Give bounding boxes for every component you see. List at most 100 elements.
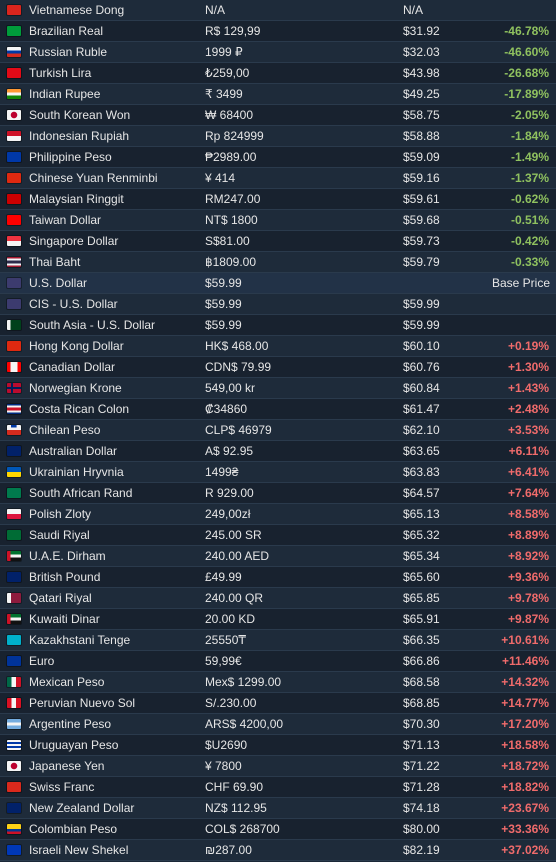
flag-co-icon [7, 824, 21, 834]
currency-name: Indonesian Rupiah [29, 129, 130, 143]
usd-price: $59.73 [403, 234, 440, 248]
currency-name: Mexican Peso [29, 675, 105, 689]
table-row: Vietnamese Dong N/A N/A [0, 0, 556, 21]
table-row: Israeli New Shekel ₪287.00 $82.19 +37.02% [0, 840, 556, 861]
usd-price: $68.58 [403, 675, 440, 689]
local-price: 240.00 QR [205, 591, 264, 605]
flag-tr-icon [7, 68, 21, 78]
price-difference: -26.68% [504, 66, 549, 80]
table-row: Hong Kong Dollar HK$ 468.00 $60.10 +0.19% [0, 336, 556, 357]
table-row: Ukrainian Hryvnia 1499₴ $63.83 +6.41% [0, 462, 556, 483]
price-difference: +2.48% [507, 402, 549, 416]
usd-price: $82.19 [403, 843, 440, 857]
price-difference: +37.02% [501, 843, 549, 857]
table-row: Taiwan Dollar NT$ 1800 $59.68 -0.51% [0, 210, 556, 231]
flag-ph-icon [7, 152, 21, 162]
table-row: Chilean Peso CLP$ 46979 $62.10 +3.53% [0, 420, 556, 441]
price-difference: +7.64% [507, 486, 549, 500]
flag-cr-icon [7, 404, 21, 414]
local-price: ₱2989.00 [205, 150, 257, 164]
price-difference: -46.78% [504, 24, 549, 38]
usd-price: $62.10 [403, 423, 440, 437]
currency-name: Norwegian Krone [29, 381, 122, 395]
currency-name: Chinese Yuan Renminbi [29, 171, 158, 185]
flag-sa-icon [7, 530, 21, 540]
flag-za-icon [7, 488, 21, 498]
table-row: U.A.E. Dirham 240.00 AED $65.34 +8.92% [0, 546, 556, 567]
table-row: New Zealand Dollar NZ$ 112.95 $74.18 +23.67… [0, 798, 556, 819]
usd-price: $60.10 [403, 339, 440, 353]
currency-name: Ukrainian Hryvnia [29, 465, 124, 479]
usd-price: $66.35 [403, 633, 440, 647]
local-price: 240.00 AED [205, 549, 270, 563]
table-row: Chinese Yuan Renminbi ¥ 414 $59.16 -1.37% [0, 168, 556, 189]
local-price: NZ$ 112.95 [205, 801, 267, 815]
local-price: A$ 92.95 [205, 444, 254, 458]
currency-name: Hong Kong Dollar [29, 339, 124, 353]
flag-ch-icon [7, 782, 21, 792]
flag-no-icon [7, 383, 21, 393]
local-price: NT$ 1800 [205, 213, 258, 227]
local-price: 59,99€ [205, 654, 242, 668]
currency-name: U.S. Dollar [29, 276, 88, 290]
currency-name: Swiss Franc [29, 780, 95, 794]
price-difference: -1.37% [510, 171, 549, 185]
table-row: Qatari Riyal 240.00 QR $65.85 +9.78% [0, 588, 556, 609]
currency-name: Kuwaiti Dinar [29, 612, 100, 626]
table-row: South Korean Won ₩ 68400 $58.75 -2.05% [0, 105, 556, 126]
flag-cl-icon [7, 425, 21, 435]
table-row: South Asia - U.S. Dollar $59.99 $59.99 [0, 315, 556, 336]
flag-cn-icon [7, 173, 21, 183]
price-difference: +6.11% [508, 444, 549, 458]
table-row: South African Rand R 929.00 $64.57 +7.64% [0, 483, 556, 504]
flag-ru-icon [7, 47, 21, 57]
table-row: Uruguayan Peso $U2690 $71.13 +18.58% [0, 735, 556, 756]
price-difference: +17.20% [501, 717, 549, 731]
usd-price: $71.13 [403, 738, 440, 752]
local-price: ₹ 3499 [205, 87, 243, 101]
currency-name: British Pound [29, 570, 101, 584]
price-difference: +9.87% [507, 612, 549, 626]
currency-name: New Zealand Dollar [29, 801, 135, 815]
currency-name: Brazilian Real [29, 24, 104, 38]
usd-price: $59.61 [403, 192, 440, 206]
table-row: Norwegian Krone 549,00 kr $60.84 +1.43% [0, 378, 556, 399]
flag-kw-icon [7, 614, 21, 624]
currency-name: Japanese Yen [29, 759, 105, 773]
price-difference: -1.49% [510, 150, 549, 164]
local-price: CLP$ 46979 [205, 423, 272, 437]
local-price: ¥ 414 [205, 171, 236, 185]
table-row: Peruvian Nuevo Sol S/.230.00 $68.85 +14.77% [0, 693, 556, 714]
price-difference: -0.33% [510, 255, 549, 269]
table-row: U.S. Dollar $59.99 Base Price [0, 273, 556, 294]
usd-price: $64.57 [403, 486, 440, 500]
flag-pk-icon [7, 320, 21, 330]
local-price: COL$ 268700 [205, 822, 280, 836]
usd-price: $66.86 [403, 654, 440, 668]
flag-nz-icon [7, 803, 21, 813]
price-difference: +9.36% [507, 570, 549, 584]
local-price: ฿1809.00 [205, 255, 257, 269]
local-price: Rp 824999 [205, 129, 264, 143]
local-price: $U2690 [205, 738, 248, 752]
local-price: ARS$ 4200,00 [205, 717, 284, 731]
usd-price: $58.75 [403, 108, 440, 122]
flag-my-icon [7, 194, 21, 204]
table-row: Philippine Peso ₱2989.00 $59.09 -1.49% [0, 147, 556, 168]
currency-name: Indian Rupee [29, 87, 101, 101]
table-row: British Pound £49.99 $65.60 +9.36% [0, 567, 556, 588]
currency-name: Euro [29, 654, 55, 668]
local-price: 249,00zł [205, 507, 251, 521]
currency-name: Uruguayan Peso [29, 738, 119, 752]
flag-hk-icon [7, 341, 21, 351]
local-price: R 929.00 [205, 486, 254, 500]
table-row: Euro 59,99€ $66.86 +11.46% [0, 651, 556, 672]
usd-price: $61.47 [403, 402, 440, 416]
local-price: CHF 69.90 [205, 780, 264, 794]
flag-vn-icon [7, 5, 21, 15]
usd-price: $63.65 [403, 444, 440, 458]
local-price: 1999 ₽ [205, 45, 243, 59]
local-price: $59.99 [205, 276, 242, 290]
price-difference: +9.78% [507, 591, 549, 605]
